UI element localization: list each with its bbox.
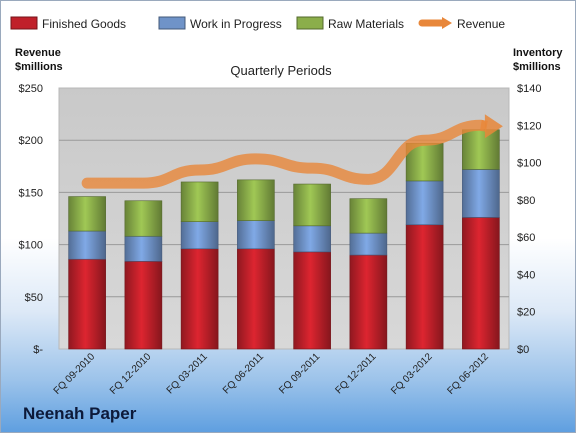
bar-work-in-progress	[293, 225, 331, 253]
legend-label: Raw Materials	[328, 17, 404, 31]
bar-raw-materials	[293, 183, 331, 227]
bar-work-in-progress	[124, 235, 163, 262]
bar-work-in-progress	[68, 230, 106, 260]
bar-raw-materials	[68, 196, 106, 232]
chart-title: Quarterly Periods	[230, 63, 332, 78]
bar-work-in-progress	[349, 232, 388, 256]
x-tick-label: FQ 03-2012	[389, 351, 435, 397]
right-tick-label: $20	[517, 307, 535, 319]
legend-swatch	[10, 16, 38, 30]
revenue-line-group	[81, 114, 503, 189]
bar-work-in-progress	[237, 220, 275, 250]
legend-swatch	[296, 16, 324, 30]
legend-label: Work in Progress	[190, 17, 282, 31]
x-tick-label: FQ 12-2011	[334, 351, 379, 396]
bar-work-in-progress	[462, 169, 500, 218]
legend-label: Revenue	[457, 17, 505, 31]
bar-work-in-progress	[180, 221, 219, 250]
bar-finished-goods	[462, 217, 500, 350]
right-tick-label: $60	[517, 232, 535, 244]
right-tick-label: $80	[517, 195, 535, 207]
bar-finished-goods	[293, 251, 331, 350]
company-name: Neenah Paper	[23, 404, 137, 423]
right-axis-label-line1: Inventory	[513, 47, 563, 59]
bar-finished-goods	[180, 248, 219, 350]
bar-finished-goods	[68, 258, 106, 350]
revenue-line-arrowhead	[484, 114, 503, 139]
right-axis-label-line2: $millions	[513, 61, 561, 73]
x-tick-label: FQ 03-2011	[165, 351, 210, 396]
bar-raw-materials	[180, 181, 219, 222]
revenue-line	[81, 119, 487, 189]
x-tick-label: FQ 09-2010	[52, 351, 98, 397]
right-tick-label: $140	[517, 83, 541, 95]
right-tick-label: $40	[517, 269, 535, 281]
right-tick-label: $0	[517, 344, 529, 356]
bar-raw-materials	[462, 129, 500, 170]
right-axis-ticks: $0 $20 $40 $60 $80 $100 $120 $140	[517, 83, 541, 356]
left-tick-label: $50	[25, 292, 43, 304]
right-tick-label: $120	[517, 120, 541, 132]
x-axis-ticks: FQ 09-2010 FQ 12-2010 FQ 03-2011 FQ 06-2011…	[52, 351, 492, 397]
bar-finished-goods	[237, 248, 275, 350]
bar-finished-goods	[124, 261, 163, 350]
legend-label: Finished Goods	[42, 17, 126, 31]
revenue-line-tail	[479, 119, 488, 132]
left-axis-ticks: $- $50 $100 $150 $200 $250	[19, 83, 44, 356]
legend-swatch-arrow	[442, 17, 452, 29]
right-tick-label: $100	[517, 158, 541, 170]
x-tick-label: FQ 06-2012	[445, 351, 491, 397]
x-tick-label: FQ 12-2010	[108, 351, 154, 397]
bar-finished-goods	[405, 224, 444, 350]
legend: Finished Goods Work in Progress Raw Materi…	[10, 16, 505, 31]
left-tick-label: $150	[19, 187, 43, 199]
x-tick-label: FQ 09-2011	[277, 351, 322, 396]
bar-raw-materials	[349, 198, 388, 234]
bar-work-in-progress	[405, 180, 444, 226]
left-tick-label: $200	[19, 135, 43, 147]
bar-finished-goods	[349, 254, 388, 350]
bars-group	[68, 129, 500, 350]
bar-raw-materials	[124, 200, 163, 237]
left-tick-label: $250	[19, 83, 43, 95]
bar-raw-materials	[237, 179, 275, 221]
left-tick-label: $-	[33, 344, 43, 356]
left-tick-label: $100	[19, 240, 43, 252]
left-axis-label-line2: $millions	[15, 61, 63, 73]
left-axis-label-line1: Revenue	[15, 47, 61, 59]
legend-swatch	[158, 16, 186, 30]
x-tick-label: FQ 06-2011	[221, 351, 266, 396]
